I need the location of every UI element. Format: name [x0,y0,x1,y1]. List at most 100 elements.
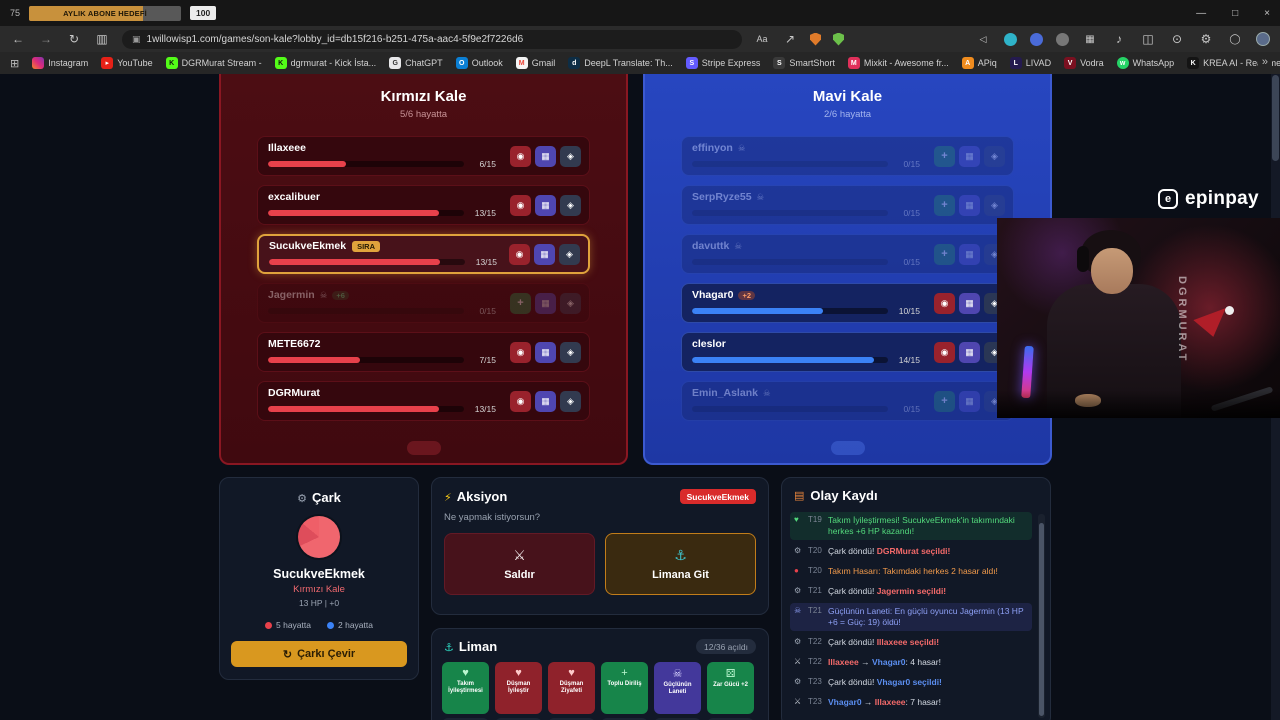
stats-grid-icon[interactable]: ▦ [535,145,556,167]
globe-icon[interactable]: ◯ [1229,33,1241,45]
target-eye-icon[interactable]: ◉ [510,145,531,167]
shield-icon[interactable]: ◈ [560,390,581,412]
site-info-icon[interactable]: ▣ [132,33,141,44]
harbor-card-mass-revive[interactable]: + Toplu Diriliş [601,662,648,714]
harbor-card-dice-power[interactable]: ⚄ Zar Gücü +2 [707,662,754,714]
heal-plus-icon[interactable]: + [934,390,955,412]
maximize-icon[interactable]: □ [1232,7,1239,19]
shield-icon[interactable]: ◈ [984,194,1005,216]
harbor-card-enemy-heal[interactable]: ♥ Düşman İyileştir [495,662,542,714]
sidebar-toggle-icon[interactable]: ▥ [96,32,108,46]
adguard-shield-icon[interactable] [833,32,844,46]
blue-app-icon[interactable] [1030,32,1043,46]
target-eye-icon[interactable]: ◉ [510,390,531,412]
harbor-card-hidden[interactable] [495,718,542,720]
music-note-icon[interactable]: ♪ [1116,32,1122,46]
bookmark-whatsapp[interactable]: w WhatsApp [1116,57,1174,69]
go-to-harbor-button[interactable]: ⚓ Limana Git [605,533,756,595]
shield-icon[interactable]: ◈ [560,292,581,314]
stats-grid-icon[interactable]: ▦ [535,390,556,412]
apps-grid-icon[interactable]: ⊞ [10,57,20,70]
close-icon[interactable]: × [1264,7,1270,19]
back-icon[interactable]: ← [12,32,24,46]
bookmark-apiq[interactable]: A APiq [961,57,997,69]
stats-grid-icon[interactable]: ▦ [959,194,980,216]
stats-grid-icon[interactable]: ▦ [535,194,556,216]
heart-icon: ♥ [568,667,575,679]
stats-grid-icon[interactable]: ▦ [959,390,980,412]
subscriber-goal-tab[interactable]: 75 AYLIK ABONE HEDEFİ 100 [6,4,220,22]
harbor-card-team-heal[interactable]: ♥ Takım İyileştirmesi [442,662,489,714]
attack-button[interactable]: ⚔ Saldır [444,533,595,595]
share-icon[interactable]: ↗ [784,32,796,46]
shield-icon[interactable]: ◈ [559,243,580,265]
bookmark-livad[interactable]: L LIVAD [1009,57,1051,69]
profile-avatar[interactable] [1256,32,1270,46]
target-eye-icon[interactable]: ◉ [510,341,531,363]
bookmark-instagram[interactable]: Instagram [32,57,88,69]
spin-wheel-button[interactable]: ↻ Çarkı Çevir [231,641,407,667]
bookmark-deepl[interactable]: d DeepL Translate: Th... [568,57,673,69]
harbor-card-hidden[interactable] [548,718,595,720]
minimize-icon[interactable]: — [1196,7,1207,19]
stats-grid-icon[interactable]: ▦ [535,341,556,363]
heal-plus-icon[interactable]: + [934,194,955,216]
target-eye-icon[interactable]: ◉ [934,292,955,314]
cast-app-icon[interactable] [1004,32,1017,46]
translate-icon[interactable]: Aa [756,34,768,44]
stats-grid-icon[interactable]: ▦ [535,292,556,314]
headphones-icon [1077,246,1089,272]
bookmark-stripe[interactable]: S Stripe Express [685,57,760,69]
calculator-icon[interactable]: ▦ [1085,33,1095,45]
bookmark-youtube[interactable]: ▸ YouTube [101,57,153,69]
bookmarks-overflow-icon[interactable]: » [1257,56,1272,68]
bookmark-chatgpt[interactable]: G ChatGPT [389,57,443,69]
split-screen-icon[interactable]: ◫ [1142,32,1154,46]
spin-wheel[interactable] [298,516,340,558]
harbor-card-hidden[interactable] [707,718,754,720]
settings-gear-icon[interactable]: ⚙ [1200,32,1212,46]
stats-grid-icon[interactable]: ▦ [959,243,980,265]
shield-icon[interactable]: ◈ [984,145,1005,167]
harbor-card-enemy-feast[interactable]: ♥ Düşman Ziyafeti [548,662,595,714]
shield-icon[interactable]: ◈ [560,194,581,216]
target-eye-icon[interactable]: ◉ [510,194,531,216]
shield-icon[interactable]: ◈ [560,145,581,167]
address-bar[interactable]: ▣ 1willowisp1.com/games/son-kale?lobby_i… [122,29,742,49]
heal-plus-icon[interactable]: + [934,243,955,265]
dark-app-icon[interactable] [1056,32,1069,46]
heal-plus-icon[interactable]: + [934,145,955,167]
harbor-card-hidden[interactable] [601,718,648,720]
event-log-list[interactable]: ♥ T19 Takım İyileştirmesi! SucukveEkmek'in… [790,512,1032,720]
target-eye-icon[interactable]: ◉ [509,243,530,265]
bookmark-dgrmurat-stream[interactable]: K DGRMurat Stream - [165,57,262,69]
reload-icon[interactable]: ↻ [68,32,80,46]
harbor-card-curse[interactable]: ☠ Güçlünün Laneti [654,662,701,714]
stats-grid-icon[interactable]: ▦ [959,292,980,314]
red-castle-title: Kırmızı Kale [380,88,467,105]
target-eye-icon[interactable]: ◉ [934,341,955,363]
harbor-card-hidden[interactable] [442,718,489,720]
log-scrollbar-thumb[interactable] [1039,523,1044,716]
adblock-shield-icon[interactable] [810,32,821,46]
shield-icon[interactable]: ◈ [560,341,581,363]
stats-grid-icon[interactable]: ▦ [534,243,555,265]
heal-plus-icon[interactable]: + [510,292,531,314]
buff-badge: +6 [332,290,349,301]
notifications-icon[interactable]: ⊙ [1171,32,1183,46]
bookmark-smartshort[interactable]: S SmartShort [773,57,835,69]
bookmark-vodra[interactable]: V Vodra [1064,57,1104,69]
bookmark-gmail[interactable]: M Gmail [515,57,555,69]
bookmark-label: Mixkit - Awesome fr... [863,58,949,68]
bookmark-mixkit[interactable]: M Mixkit - Awesome fr... [847,57,949,69]
log-scrollbar[interactable] [1038,514,1045,718]
speaker-icon[interactable]: ◁ [979,33,987,44]
forward-icon[interactable]: → [40,32,52,46]
page-scrollbar-thumb[interactable] [1272,75,1279,161]
bookmark-outlook[interactable]: O Outlook [455,57,503,69]
stats-grid-icon[interactable]: ▦ [959,145,980,167]
harbor-card-hidden[interactable] [654,718,701,720]
stats-grid-icon[interactable]: ▦ [959,341,980,363]
